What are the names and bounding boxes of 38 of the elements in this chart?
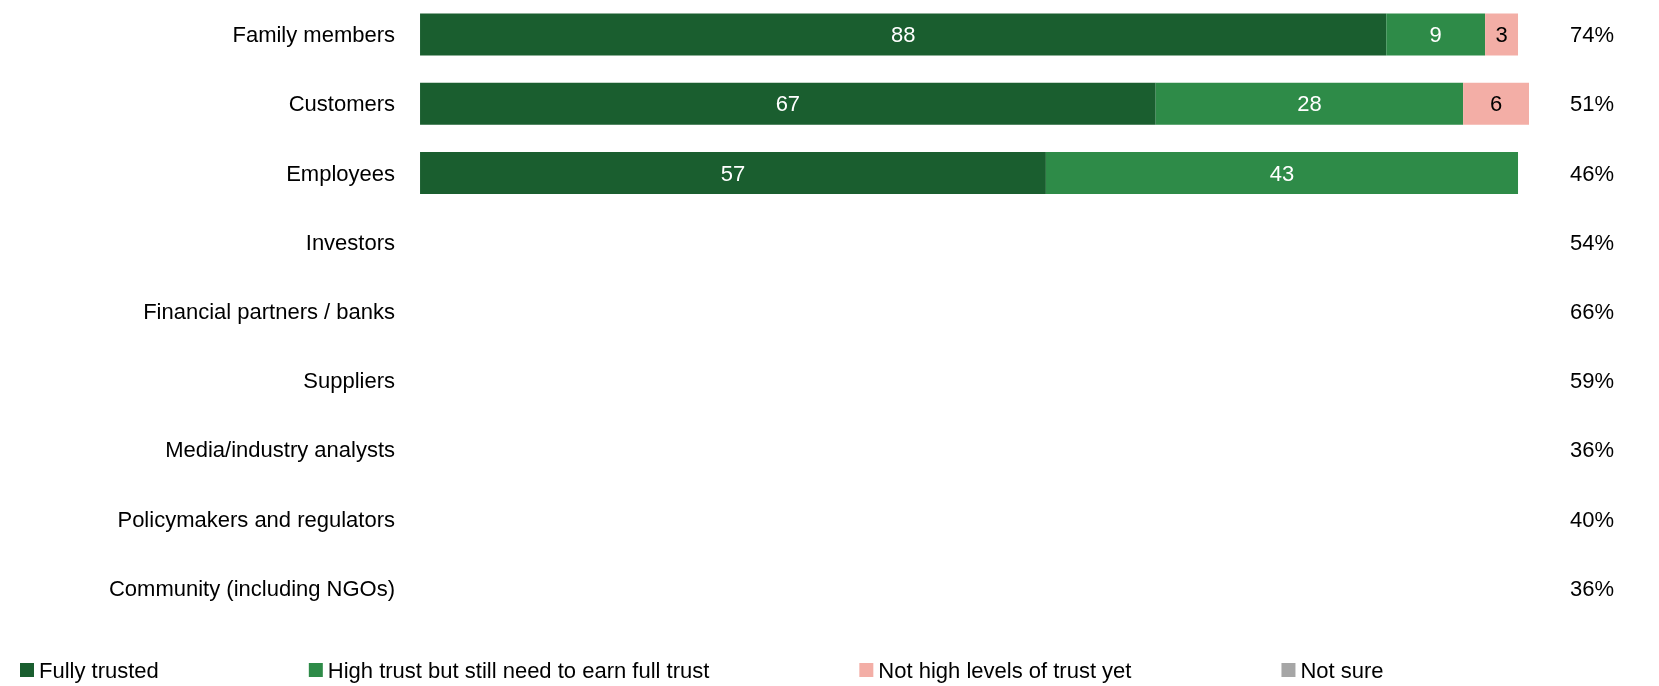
- y-tick-label: Policymakers and regulators: [117, 506, 396, 532]
- data-label: 6: [1489, 91, 1503, 117]
- text: 66%: [1569, 299, 1614, 324]
- y-tick-label: Employees: [286, 160, 396, 186]
- text: 46%: [1569, 160, 1614, 186]
- y-tick-label: Financial partners / banks: [143, 299, 396, 324]
- text: 40%: [1569, 506, 1614, 532]
- bar: [420, 152, 1046, 195]
- text: 59%: [1569, 368, 1614, 394]
- bar: [1463, 82, 1529, 125]
- y-tick-label: Family members: [232, 22, 396, 48]
- y-tick-label: Community (including NGOs): [108, 575, 396, 601]
- bar: [1386, 13, 1486, 56]
- y-tick-label: Media/industry analysts: [165, 437, 396, 463]
- legend-label: Not high levels of trust yet: [878, 657, 1132, 683]
- text: 36%: [1569, 575, 1614, 601]
- bar: [1485, 13, 1519, 56]
- data-label: 3: [1495, 22, 1508, 48]
- y-tick-label: Customers: [288, 91, 396, 117]
- bar: [1045, 152, 1519, 195]
- data-label: 9: [1429, 22, 1442, 48]
- bar: [420, 13, 1387, 56]
- y-tick-label: Investors: [305, 229, 396, 255]
- text: 51%: [1569, 91, 1614, 117]
- legend-label: Not sure: [1300, 657, 1384, 683]
- legend-label: Fully trusted: [39, 657, 159, 683]
- text: 36%: [1569, 437, 1614, 463]
- data-label: 88: [890, 22, 916, 48]
- data-label: 67: [775, 91, 801, 117]
- data-label: 28: [1297, 91, 1322, 117]
- legend-label: High trust but still need to earn full trust: [327, 657, 710, 683]
- data-label: 57: [720, 160, 746, 186]
- bar: [420, 82, 1156, 125]
- data-label: 43: [1269, 160, 1295, 186]
- text: 74%: [1569, 22, 1614, 48]
- y-tick-label: Suppliers: [303, 368, 396, 394]
- bar: [1155, 82, 1464, 125]
- text: 54%: [1569, 229, 1614, 255]
